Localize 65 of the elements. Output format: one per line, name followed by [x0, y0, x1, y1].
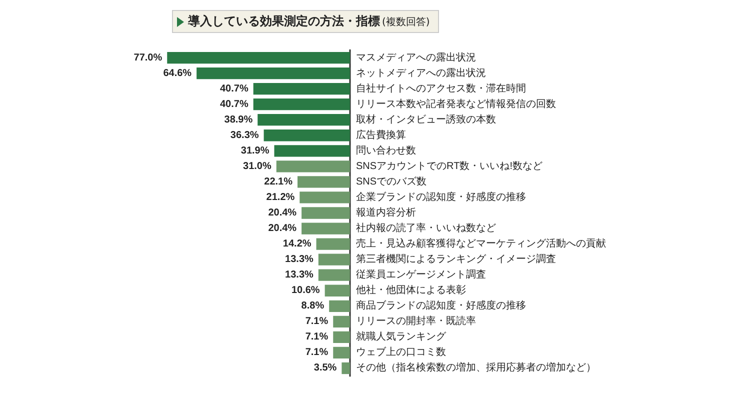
- y-tick-label: ウェブ上の口コミ数: [356, 346, 446, 358]
- y-tick-label: 従業員エンゲージメント調査: [356, 268, 486, 281]
- bar: [333, 331, 350, 344]
- y-tick-label: 自社サイトへのアクセス数・滞在時間: [356, 82, 526, 94]
- text: (複数回答): [382, 16, 430, 28]
- data-label: 20.4%: [268, 208, 297, 218]
- bar: [253, 98, 350, 110]
- y-tick-label: 広告費換算: [356, 128, 406, 141]
- bar: [264, 130, 350, 142]
- bar: [274, 145, 350, 157]
- y-tick-label: 社内報の読了率・いいね数など: [356, 222, 496, 234]
- data-label: 40.7%: [220, 83, 248, 94]
- bar: [316, 238, 350, 250]
- bar: [333, 316, 350, 328]
- data-label: 31.9%: [240, 145, 270, 156]
- y-tick-label: 他社・他団体による表彰: [356, 284, 466, 296]
- data-label: 8.8%: [301, 300, 324, 312]
- bar: [253, 82, 350, 95]
- data-label: 10.6%: [291, 285, 320, 296]
- y-tick-label: SNSアカウントでのRT数・いいね!数など: [356, 160, 542, 172]
- bar: [318, 269, 350, 281]
- y-tick-label: 企業ブランドの認知度・好感度の推移: [356, 190, 526, 203]
- data-label: 77.0%: [134, 52, 162, 64]
- y-tick-label: 商品ブランドの認知度・好感度の推移: [356, 300, 526, 312]
- data-label: 14.2%: [282, 238, 312, 250]
- y-tick-label: 第三者機関によるランキング・イメージ調査: [356, 253, 556, 266]
- y-tick-label: リリースの開封率・既読率: [356, 315, 476, 328]
- bar: [329, 300, 350, 312]
- bar: [342, 362, 350, 374]
- bar: [333, 346, 350, 359]
- y-tick-label: 就職人気ランキング: [356, 330, 447, 343]
- bar: [302, 207, 350, 219]
- bar: [324, 284, 350, 296]
- data-label: 3.5%: [314, 362, 337, 374]
- bar: [302, 222, 350, 234]
- data-label: 40.7%: [220, 98, 248, 110]
- chart-title: 導入している効果測定の方法・指標: [188, 13, 380, 30]
- data-label: 38.9%: [224, 114, 253, 126]
- y-tick-label: SNSでのバズ数: [356, 175, 427, 188]
- bar: [318, 254, 350, 266]
- data-label: 13.3%: [285, 270, 314, 281]
- data-label: 36.3%: [230, 130, 259, 141]
- data-label: 7.1%: [305, 332, 328, 343]
- bar: [258, 114, 350, 126]
- data-label: 64.6%: [163, 68, 192, 79]
- y-tick-label: 報道内容分析: [356, 206, 416, 218]
- bar: [167, 52, 350, 64]
- bar: [298, 176, 350, 188]
- bar: [276, 160, 350, 172]
- y-tick-label: 問い合わせ数: [356, 144, 416, 156]
- data-label: 22.1%: [264, 176, 293, 188]
- y-tick-label: 取材・インタビュー誘致の本数: [356, 113, 496, 126]
- y-tick-label: マスメディアへの露出状況: [356, 51, 476, 64]
- data-label: 7.1%: [305, 347, 328, 358]
- y-tick-label: その他（指名検索数の増加、採用応募者の増加など）: [356, 362, 596, 374]
- y-tick-label: 売上・見込み顧客獲得などマーケティング活動への貢献: [356, 238, 606, 250]
- bar: [196, 67, 350, 80]
- y-tick-label: リリース本数や記者発表など情報発信の回数: [356, 98, 556, 110]
- data-label: 21.2%: [266, 192, 295, 203]
- bar: [300, 192, 350, 204]
- data-label: 7.1%: [305, 316, 328, 328]
- y-tick-label: ネットメディアへの露出状況: [356, 66, 486, 79]
- data-label: 20.4%: [268, 223, 297, 234]
- data-label: 13.3%: [285, 254, 314, 266]
- data-label: 31.0%: [243, 160, 272, 172]
